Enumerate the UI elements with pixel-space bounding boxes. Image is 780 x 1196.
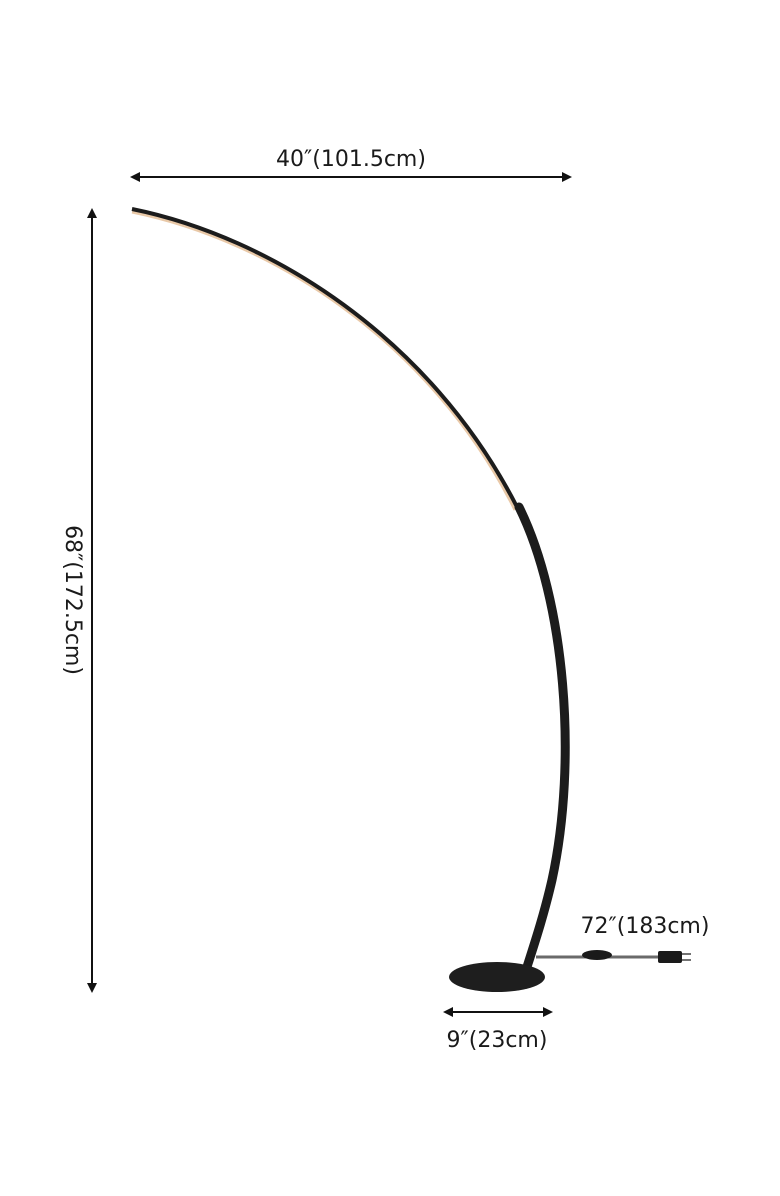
height-label: 68″(172.5cm) xyxy=(60,525,85,675)
led-glow xyxy=(131,210,517,511)
base-label: 9″(23cm) xyxy=(447,1028,548,1053)
lamp-base xyxy=(449,962,545,992)
cord-label: 72″(183cm) xyxy=(581,914,710,939)
width-label: 40″(101.5cm) xyxy=(276,147,426,172)
foot-switch xyxy=(582,950,612,960)
lamp-stem xyxy=(514,502,570,975)
lamp-arm xyxy=(131,207,519,508)
plug xyxy=(658,951,682,963)
